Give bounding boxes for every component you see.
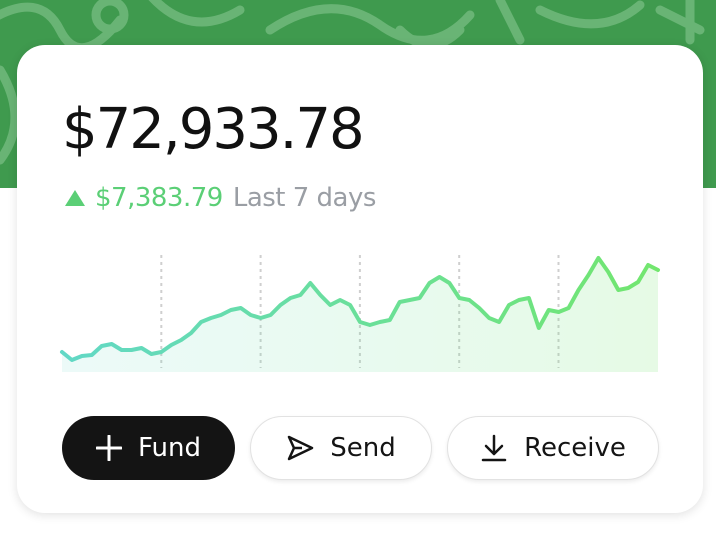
button-label: Receive: [524, 433, 626, 463]
receive-button[interactable]: Receive: [447, 416, 659, 480]
send-icon: [288, 435, 314, 461]
chart: [60, 255, 660, 372]
fund-button[interactable]: Fund: [62, 416, 235, 480]
send-button[interactable]: Send: [250, 416, 432, 480]
up-arrow: [65, 190, 85, 206]
download-icon: [481, 434, 507, 462]
change: $7,383.79 Last 7 days: [65, 183, 376, 213]
area: [62, 258, 658, 372]
line: [60, 256, 660, 362]
button-label: Send: [330, 433, 396, 463]
button-label: Fund: [138, 433, 201, 463]
change-amount: $7,383.79: [95, 183, 223, 213]
balance: $72,933.78: [62, 97, 365, 162]
plus-icon: [96, 435, 122, 461]
pattern: [0, 0, 705, 165]
change-period: Last 7 days: [232, 183, 377, 213]
